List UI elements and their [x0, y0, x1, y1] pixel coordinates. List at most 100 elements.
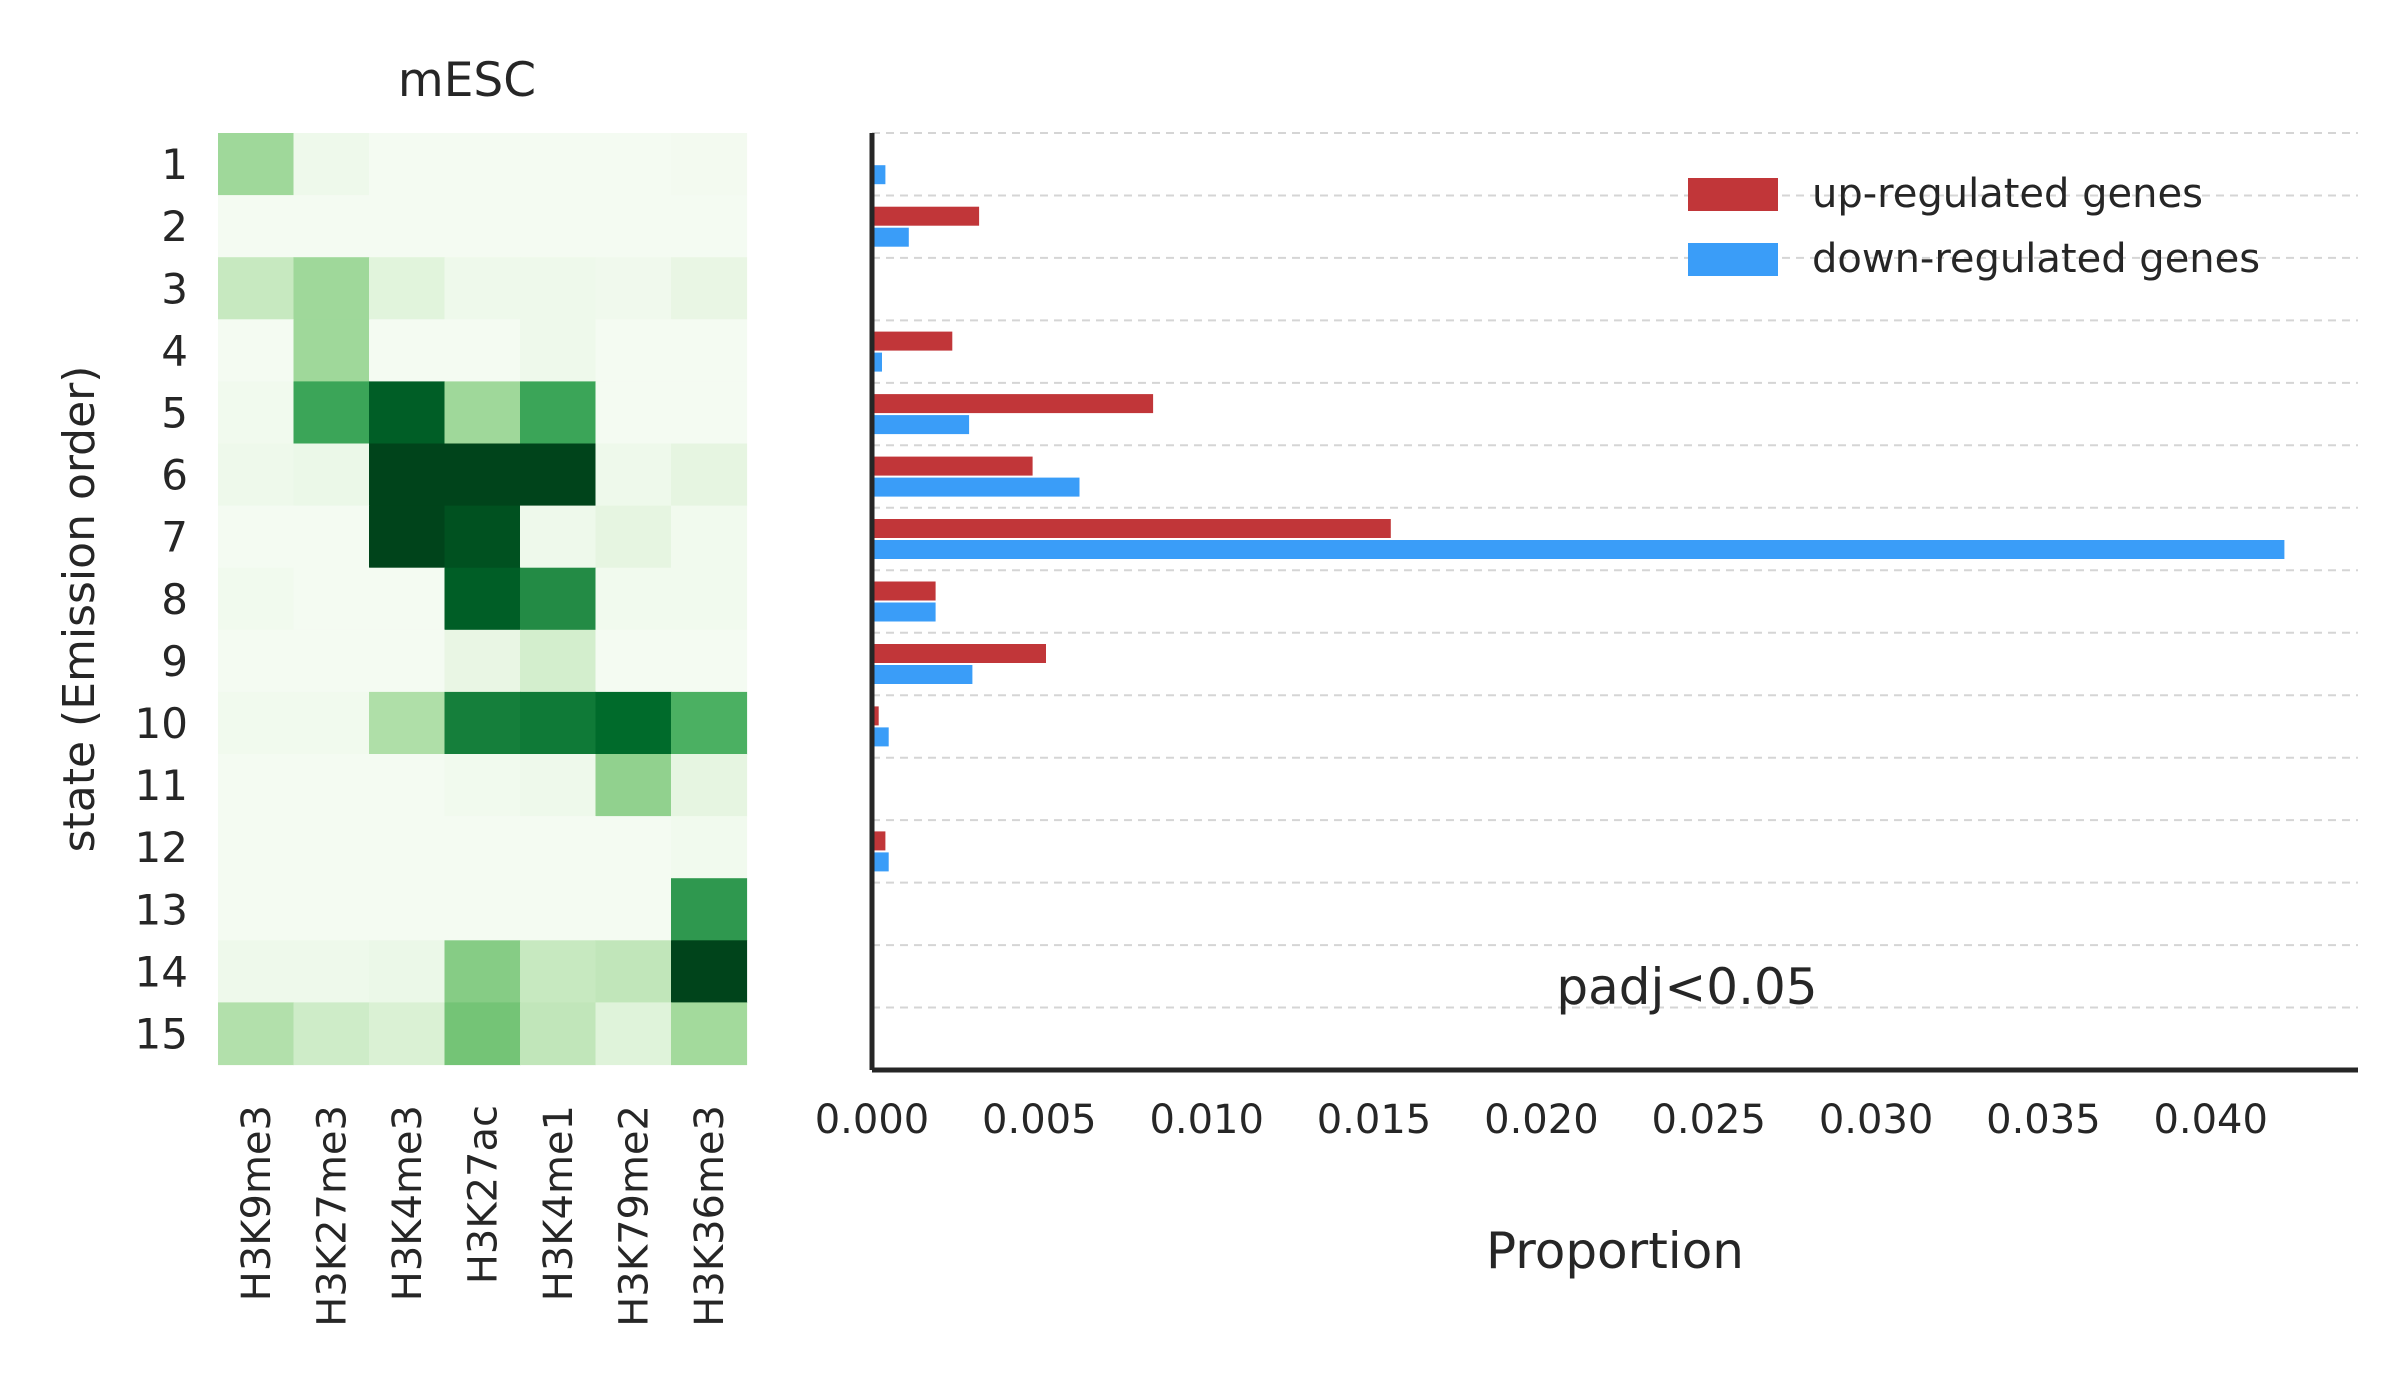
- heatmap-cell: [293, 1002, 370, 1066]
- heatmap-cell: [293, 133, 370, 196]
- heatmap-cell: [369, 629, 446, 693]
- heatmap-cell: [520, 940, 597, 1003]
- legend-label-up: up-regulated genes: [1812, 171, 2203, 217]
- bar-down-state-9: [872, 665, 973, 684]
- heatmap-cell: [444, 816, 521, 879]
- heatmap-cell: [369, 381, 446, 445]
- heatmap-cell: [218, 133, 295, 196]
- heatmap-cell: [293, 629, 370, 693]
- heatmap-cell: [595, 754, 672, 817]
- heatmap-cell: [595, 816, 672, 879]
- heatmap-cell: [595, 567, 672, 631]
- bar-x-tick-label: 0.000: [815, 1097, 930, 1143]
- heatmap-cell: [595, 257, 672, 320]
- bar-x-tick-label: 0.005: [982, 1097, 1097, 1143]
- bar-x-axis-label: Proportion: [1486, 1222, 1744, 1280]
- heatmap-cell: [444, 257, 521, 320]
- heatmap-cell: [444, 505, 521, 569]
- heatmap-state-label: 7: [161, 513, 188, 562]
- bar-x-tick-label: 0.040: [2153, 1097, 2268, 1143]
- bar-up-state-9: [872, 644, 1046, 663]
- heatmap-cell: [218, 257, 295, 320]
- legend-swatch-down: [1688, 243, 1778, 276]
- heatmap-cell: [520, 195, 597, 258]
- legend: up-regulated genes down-regulated genes: [1688, 171, 2260, 282]
- heatmap-cell: [595, 878, 672, 941]
- heatmap-cell: [293, 878, 370, 941]
- heatmap-cell: [369, 1002, 446, 1066]
- heatmap-cell: [671, 878, 748, 941]
- heatmap-mark-label: H3K9me3: [234, 1105, 280, 1301]
- bar-chart-panel: 0.000 0.005 0.010 0.015 0.020 0.025 0.030 0.035…: [815, 132, 2358, 1280]
- heatmap-cell: [520, 816, 597, 879]
- heatmap-title: mESC: [398, 53, 536, 108]
- heatmap-cell: [369, 133, 446, 196]
- heatmap-state-label: 1: [161, 140, 188, 189]
- heatmap-state-label: 14: [135, 947, 188, 996]
- heatmap-cell: [369, 505, 446, 569]
- heatmap-cell: [444, 381, 521, 445]
- heatmap-cell: [218, 505, 295, 569]
- heatmap-state-label: 3: [161, 264, 188, 313]
- heatmap-cells: [218, 133, 748, 1066]
- heatmap-cell: [444, 754, 521, 817]
- heatmap-cell: [520, 133, 597, 196]
- legend-swatch-up: [1688, 178, 1778, 211]
- heatmap-cell: [444, 443, 521, 507]
- bar-down-state-4: [872, 352, 882, 372]
- bar-up-state-10: [872, 706, 879, 726]
- bar-up-state-4: [872, 331, 953, 351]
- bar-down-state-5: [872, 415, 970, 435]
- heatmap-cell: [293, 505, 370, 569]
- heatmap-cell: [671, 940, 748, 1003]
- heatmap-cell: [671, 505, 748, 569]
- bar-up-state-2: [872, 206, 980, 226]
- heatmap-cell: [595, 381, 672, 445]
- heatmap-mark-labels: H3K9me3 H3K27me3 H3K4me3 H3K27ac H3K4me1 H3K7…: [234, 1105, 733, 1327]
- heatmap-mark-label: H3K4me3: [385, 1105, 431, 1301]
- heatmap-cell: [595, 133, 672, 196]
- heatmap-cell: [369, 195, 446, 258]
- heatmap-cell: [671, 257, 748, 320]
- heatmap-cell: [671, 816, 748, 879]
- heatmap-cell: [671, 319, 748, 382]
- heatmap-cell: [369, 816, 446, 879]
- heatmap-cell: [218, 567, 295, 631]
- heatmap-mark-label: H3K27me3: [309, 1105, 355, 1327]
- heatmap-state-label: 13: [135, 885, 188, 934]
- heatmap-cell: [520, 567, 597, 631]
- heatmap-mark-label: H3K4me1: [536, 1105, 582, 1301]
- heatmap-cell: [218, 691, 295, 755]
- heatmap-cell: [369, 691, 446, 755]
- heatmap-cell: [293, 940, 370, 1003]
- bar-x-tick-label: 0.025: [1651, 1097, 1766, 1143]
- heatmap-cell: [444, 878, 521, 941]
- bar-x-tick-label: 0.015: [1317, 1097, 1432, 1143]
- heatmap-cell: [218, 816, 295, 879]
- heatmap-cell: [444, 629, 521, 693]
- bar-down-state-8: [872, 602, 936, 622]
- heatmap-cell: [671, 691, 748, 755]
- heatmap-cell: [293, 443, 370, 507]
- heatmap-state-label: 9: [161, 637, 188, 686]
- heatmap-cell: [520, 381, 597, 445]
- heatmap-state-label: 15: [135, 1010, 188, 1059]
- heatmap-state-label: 12: [135, 823, 188, 872]
- heatmap-cell: [595, 195, 672, 258]
- heatmap-cell: [520, 443, 597, 507]
- heatmap-state-label: 4: [161, 326, 188, 375]
- heatmap-cell: [520, 754, 597, 817]
- heatmap-mark-label: H3K27ac: [460, 1105, 506, 1284]
- heatmap-cell: [369, 878, 446, 941]
- heatmap-cell: [671, 133, 748, 196]
- heatmap-cell: [520, 257, 597, 320]
- bar-down-state-2: [872, 227, 909, 247]
- bar-up-state-7: [872, 519, 1391, 538]
- heatmap-cell: [444, 195, 521, 258]
- heatmap-mark-label: H3K79me2: [611, 1105, 657, 1327]
- heatmap-cell: [444, 567, 521, 631]
- heatmap-cell: [444, 319, 521, 382]
- heatmap-cell: [293, 691, 370, 755]
- heatmap-cell: [369, 319, 446, 382]
- bar-up-state-6: [872, 456, 1033, 476]
